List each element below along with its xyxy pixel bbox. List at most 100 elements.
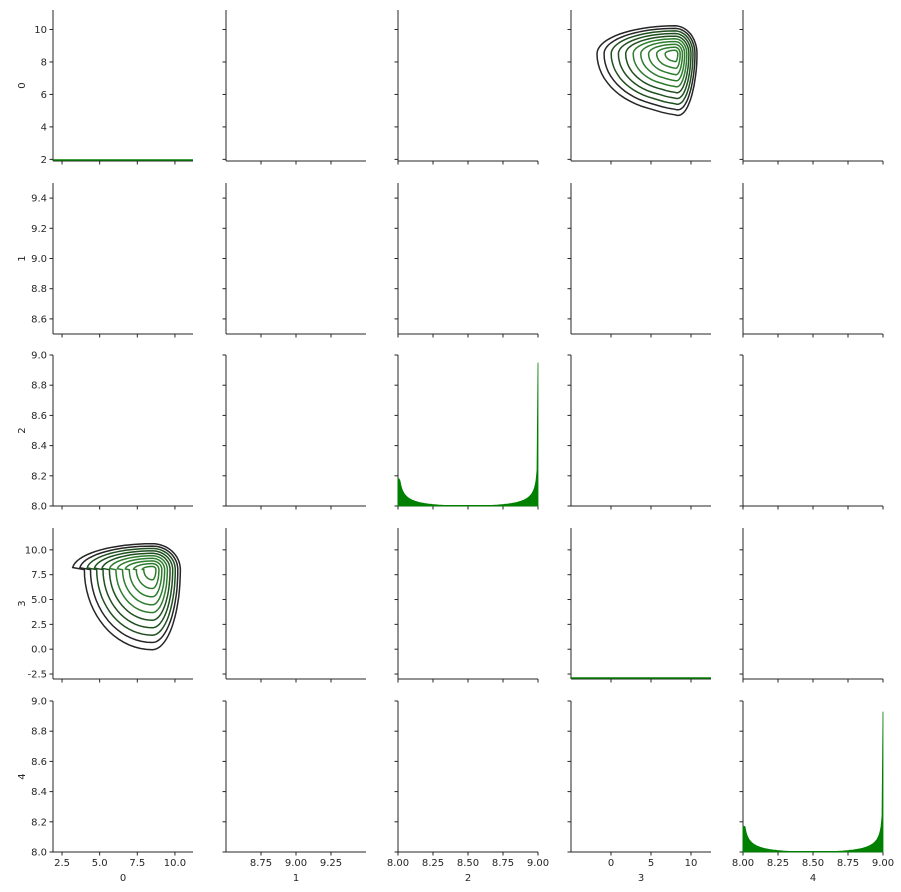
x-tick-label: 8.75: [837, 858, 859, 869]
panel-r2-c3: [567, 354, 711, 510]
x-axis-label: 4: [810, 873, 816, 884]
kde-contour-level: [93, 550, 174, 629]
x-tick-label: 5.0: [92, 858, 108, 869]
panel-r0-c1: [222, 10, 366, 165]
y-tick-label: 9.0: [31, 697, 47, 708]
y-tick-label: -2.5: [27, 670, 47, 681]
panel-r1-c0: 8.6 8.8 9.0 9.2 9.4: [31, 183, 193, 338]
x-tick-label: 8.75: [250, 858, 272, 869]
panel-r2-c2: [394, 354, 539, 510]
panel-r4-c2: 8.00 8.25 8.50 8.75 9.00: [387, 700, 549, 869]
diag-histogram: [742, 711, 884, 853]
diag-histogram: [397, 362, 539, 507]
panel-r3-c3: [567, 528, 711, 683]
kde-contour-level: [617, 32, 692, 100]
kde-contours: [71, 542, 182, 651]
x-tick-label: 9.00: [872, 858, 894, 869]
x-tick-label: 2.5: [54, 858, 70, 869]
x-tick-label: 9.25: [320, 858, 342, 869]
x-tick-label: 8.00: [387, 858, 409, 869]
panel-r1-c3: [567, 183, 711, 338]
y-tick-label: 9.2: [31, 224, 47, 235]
x-tick-label: 0: [608, 858, 614, 869]
y-tick-label: 8.4: [31, 441, 47, 452]
x-tick-label: 8.50: [802, 858, 824, 869]
y-axis-label: 0: [17, 82, 28, 88]
panel-r4-c0: 8.0 8.2 8.4 8.6 8.8 9.0 2.5 5.0 7.5 10.0: [31, 697, 193, 869]
y-tick-label: 2: [41, 155, 47, 166]
kde-contour-level: [86, 547, 177, 636]
panel-r0-c3: [567, 10, 711, 165]
y-tick-label: 0.0: [31, 645, 47, 656]
panel-r1-c2: [394, 183, 539, 338]
y-tick-label: 8.6: [31, 757, 47, 768]
y-tick-label: 8.0: [31, 848, 47, 859]
x-tick-label: 8.00: [732, 858, 754, 869]
y-tick-label: 8.2: [31, 471, 47, 482]
kde-contour-level: [624, 35, 690, 94]
panel-r2-c4: [739, 354, 884, 510]
x-tick-label: 7.5: [129, 858, 145, 869]
y-axis-label: 2: [17, 427, 28, 433]
y-axis-label: 4: [17, 773, 28, 779]
y-tick-label: 9.4: [31, 194, 47, 205]
panel-r4-c3: 0 5 10: [567, 700, 711, 869]
y-tick-label: 10: [34, 25, 47, 36]
y-tick-label: 8.8: [31, 381, 47, 392]
panel-r4-c1: 8.75 9.00 9.25: [222, 700, 366, 869]
y-axis-label: 1: [17, 255, 28, 261]
kde-contour-level: [116, 557, 166, 606]
kde-contour-level: [132, 562, 160, 590]
y-tick-label: 8.6: [31, 411, 47, 422]
kde-contour-level: [603, 27, 696, 111]
y-tick-label: 8.4: [31, 787, 47, 798]
y-tick-label: 6: [41, 90, 47, 101]
kde-contour-level: [610, 30, 694, 105]
kde-contour-level: [100, 552, 171, 621]
y-tick-label: 8.2: [31, 817, 47, 828]
panel-r1-c4: [739, 183, 884, 338]
y-tick-label: 8.8: [31, 727, 47, 738]
y-axis-label: 3: [17, 600, 28, 606]
y-tick-label: 2.5: [31, 620, 47, 631]
panel-r3-c0: -2.5 0.0 2.5 5.0 7.5 10.0: [25, 528, 193, 683]
y-tick-label: 8: [41, 57, 47, 68]
x-tick-label: 5: [648, 858, 654, 869]
x-tick-label: 8.50: [457, 858, 479, 869]
y-tick-label: 7.5: [31, 570, 47, 581]
x-axis-label: 2: [465, 873, 471, 884]
y-tick-label: 9.0: [31, 351, 47, 362]
panel-r0-c4: [739, 10, 884, 165]
x-axis-label: 0: [120, 873, 126, 884]
y-tick-label: 4: [41, 122, 47, 133]
x-tick-label: 10.0: [164, 858, 186, 869]
kde-contours: [596, 25, 698, 117]
panel-r4-c4: 8.00 8.25 8.50 8.75 9.00: [732, 700, 894, 869]
panel-r3-c1: [222, 528, 366, 683]
kde-contour-level: [108, 555, 169, 614]
kde-contour-level: [78, 545, 179, 644]
panel-r0-c2: [394, 10, 539, 165]
panel-r2-c0: 8.0 8.2 8.4 8.6 8.8 9.0: [31, 351, 193, 513]
x-tick-label: 8.25: [422, 858, 444, 869]
x-tick-label: 9.00: [285, 858, 307, 869]
panel-r3-c2: [394, 528, 539, 683]
panel-r1-c1: [222, 183, 366, 338]
kde-contour-level: [664, 49, 679, 63]
y-tick-label: 8.6: [31, 314, 47, 325]
x-tick-label: 10: [685, 858, 698, 869]
x-tick-label: 8.25: [767, 858, 789, 869]
kde-contour-level: [596, 25, 698, 117]
panel-r3-c4: [739, 528, 884, 683]
kde-contour-level: [71, 542, 182, 651]
x-axis-label: 3: [638, 873, 644, 884]
panel-r0-c0: 2 4 6 8 10: [34, 10, 193, 166]
y-tick-label: 8.8: [31, 284, 47, 295]
kde-contour-level: [655, 46, 681, 70]
panel-r2-c1: [222, 354, 366, 510]
x-axis-label: 1: [293, 873, 299, 884]
y-tick-label: 8.0: [31, 502, 47, 513]
kde-contour-level: [632, 38, 688, 88]
kde-contour-level: [647, 43, 684, 76]
